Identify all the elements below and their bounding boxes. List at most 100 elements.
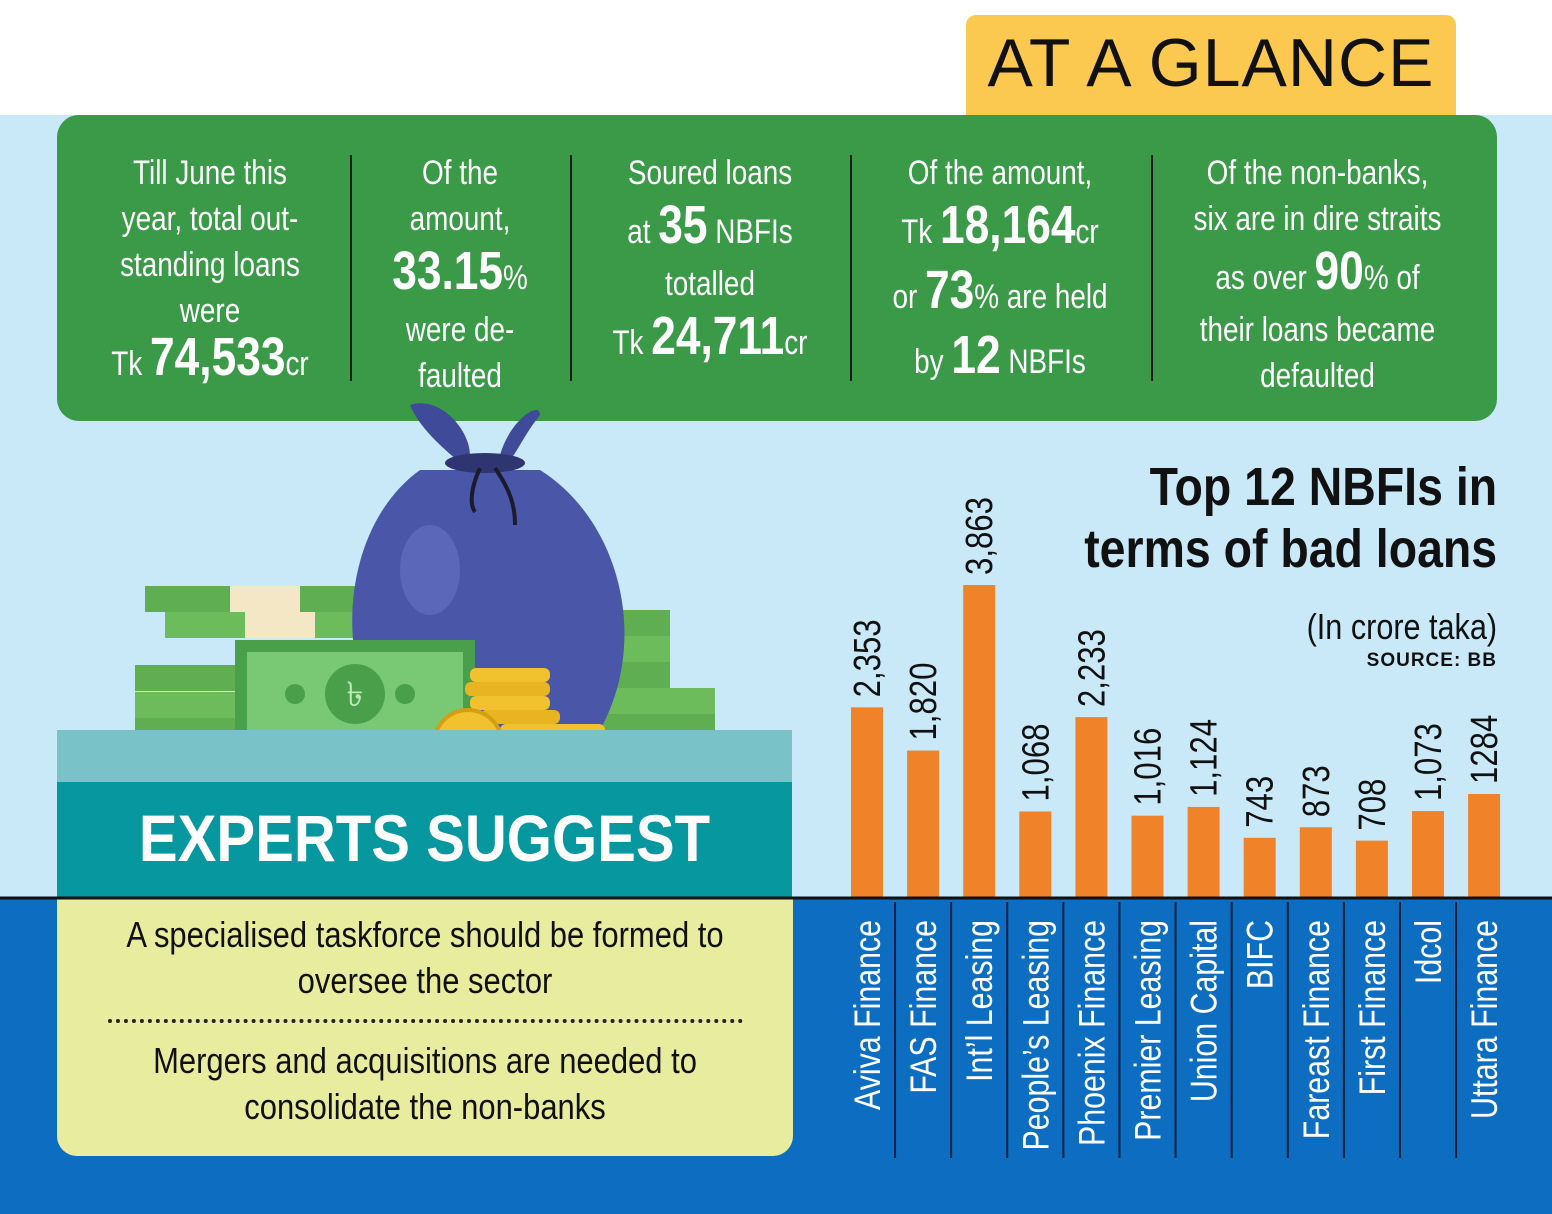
suggestion-2: Mergers and acquisitions are needed to c…: [109, 1038, 742, 1130]
category-label: FAS Finance: [903, 920, 945, 1094]
stat-number: 73: [924, 260, 975, 320]
stat-line: Till June this: [133, 154, 287, 192]
suggestions-box: [57, 898, 793, 1156]
stat-suffix: NBFIs: [1000, 343, 1086, 381]
bar: [1075, 717, 1108, 898]
bar-value-label: 708: [1352, 779, 1394, 831]
stat-line: six are in dire straits: [1193, 200, 1442, 238]
stat-line: Tk 24,711cr: [603, 307, 816, 372]
stat-line: 33.15%: [378, 242, 542, 307]
stat-suffix: %: [503, 259, 528, 297]
suggestion-line: oversee the sector: [297, 960, 553, 1001]
bar-value-label: 1,073: [1408, 723, 1450, 801]
bar: [1468, 793, 1501, 898]
stat-suffix: % are held: [974, 278, 1108, 316]
stat-suffix: cr: [1075, 213, 1099, 251]
stat-line: Of the: [422, 154, 498, 192]
suggestion-line: consolidate the non-banks: [244, 1086, 606, 1127]
bar: [1131, 815, 1164, 898]
bar: [1355, 840, 1388, 898]
stat-prefix: at: [627, 213, 659, 251]
bar: [1299, 827, 1332, 898]
stat-line: faulted: [418, 357, 502, 395]
stat-prefix: Tk: [111, 345, 151, 383]
stat-line: Of the amount,: [907, 154, 1093, 192]
stat-number: 24,711: [651, 306, 785, 366]
stat-suffix: cr: [784, 324, 808, 362]
category-label: BIFC: [1240, 920, 1282, 989]
bar-value-label: 1284: [1464, 715, 1506, 784]
stat-line: Of the non-banks,: [1206, 154, 1429, 192]
bar-value-label: 1,820: [903, 663, 945, 741]
bar-value-label: 2,233: [1072, 629, 1114, 707]
stat-line: Soured loans: [627, 154, 793, 192]
stat-line: totalled: [665, 265, 755, 303]
stat-line: as over 90% of: [1188, 242, 1446, 307]
chart-title-line: terms of bad loans: [1084, 519, 1497, 579]
divider: [850, 155, 852, 381]
stat-line: standing loans: [120, 246, 300, 284]
bar: [1187, 806, 1220, 898]
bar: [907, 750, 940, 898]
experts-box-top: [57, 730, 792, 786]
bar-value-label: 2,353: [847, 619, 889, 697]
category-label: First Finance: [1352, 920, 1394, 1095]
stat-prefix: Tk: [612, 324, 652, 362]
stat-prefix: or: [892, 278, 925, 316]
svg-text:৳: ৳: [347, 675, 364, 715]
stat-line: were: [179, 292, 241, 330]
stat-line: their loans became: [1199, 311, 1436, 349]
stat-line: amount,: [409, 200, 511, 238]
suggestion-1: A specialised taskforce should be formed…: [109, 912, 742, 1004]
stat-number: 18,164: [940, 195, 1076, 255]
category-label: Premier Leasing: [1128, 920, 1170, 1141]
suggestion-line: Mergers and acquisitions are needed to: [153, 1040, 697, 1081]
stat-total-loans: Till June this year, total out- standing…: [95, 150, 325, 387]
divider: [1151, 155, 1153, 381]
category-label: Phoenix Finance: [1072, 920, 1114, 1146]
stat-line: Tk 18,164cr: [881, 196, 1119, 261]
experts-band: [57, 782, 792, 898]
stat-defaulted-share: Of the amount, 33.15% were de- faulted: [378, 150, 542, 399]
glance-title: AT A GLANCE: [987, 25, 1435, 101]
bar: [851, 707, 883, 898]
bar: [1019, 811, 1052, 898]
experts-title: EXPERTS SUGGEST: [138, 801, 711, 875]
bar-value-label: 3,863: [959, 497, 1001, 575]
chart-title: Top 12 NBFIs in terms of bad loans: [1084, 456, 1497, 580]
stat-line: year, total out-: [121, 200, 299, 238]
stat-suffix: NBFIs: [707, 213, 793, 251]
dotted-divider: [108, 1019, 743, 1023]
bar-value-label: 1,068: [1015, 724, 1057, 802]
category-label: Union Capital: [1184, 920, 1226, 1102]
category-label: Int’l Leasing: [959, 920, 1001, 1082]
bar-value-label: 1,016: [1128, 728, 1170, 806]
stat-number: 74,533: [150, 327, 286, 387]
stat-number: 12: [951, 325, 1001, 385]
glance-tab: [966, 15, 1456, 130]
category-label: Uttara Finance: [1464, 920, 1506, 1119]
stat-held-by-12: Of the amount, Tk 18,164cr or 73% are he…: [881, 150, 1119, 391]
stat-suffix: % of: [1363, 259, 1420, 297]
suggestion-line: A specialised taskforce should be formed…: [126, 914, 724, 955]
stat-suffix: cr: [285, 345, 309, 383]
bar: [963, 585, 996, 898]
stats-panel: [57, 115, 1497, 421]
divider: [570, 155, 572, 381]
bar: [1243, 837, 1276, 898]
stat-number: 33.15: [392, 241, 504, 301]
stat-dire-straits: Of the non-banks, six are in dire strait…: [1188, 150, 1446, 399]
bar-value-label: 743: [1240, 776, 1282, 828]
category-label: Aviva Finance: [847, 920, 889, 1110]
stat-line: were de-: [405, 311, 515, 349]
stat-line: at 35 NBFIs: [603, 196, 816, 261]
money-illustration: ৳ ৳: [135, 403, 715, 780]
category-label: People’s Leasing: [1015, 920, 1057, 1151]
stat-line: Tk 74,533cr: [95, 330, 325, 387]
bar-value-label: 873: [1296, 765, 1338, 817]
bar: [1412, 811, 1444, 898]
stat-prefix: as over: [1215, 259, 1315, 297]
chart-title-line: Top 12 NBFIs in: [1149, 457, 1497, 517]
stat-prefix: by: [914, 343, 952, 381]
